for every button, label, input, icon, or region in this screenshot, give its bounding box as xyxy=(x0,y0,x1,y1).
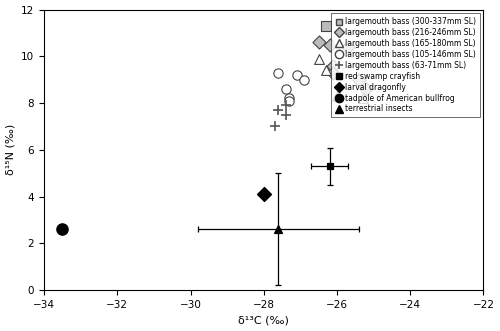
Point xyxy=(282,86,290,92)
Point xyxy=(314,40,322,45)
Point xyxy=(322,68,330,73)
Point xyxy=(282,112,290,118)
Point xyxy=(292,72,300,78)
Point xyxy=(58,227,66,232)
Point xyxy=(344,44,352,50)
Point xyxy=(314,56,322,61)
Point xyxy=(260,192,268,197)
Point xyxy=(270,124,278,129)
Point xyxy=(274,108,282,113)
Y-axis label: δ¹⁵N (‰): δ¹⁵N (‰) xyxy=(6,124,16,175)
Point xyxy=(333,93,341,99)
Point xyxy=(326,42,334,47)
Point xyxy=(286,96,294,101)
Legend: largemouth bass (300-337mm SL), largemouth bass (216-246mm SL), largemouth bass : largemouth bass (300-337mm SL), largemou… xyxy=(331,13,480,117)
Point xyxy=(282,103,290,108)
Point xyxy=(274,70,282,75)
Point xyxy=(355,77,363,82)
Point xyxy=(322,23,330,28)
Point xyxy=(358,96,366,101)
X-axis label: δ¹³C (‰): δ¹³C (‰) xyxy=(238,315,289,325)
Point xyxy=(300,77,308,82)
Point xyxy=(362,86,370,92)
Point xyxy=(286,98,294,103)
Point xyxy=(330,70,338,75)
Point xyxy=(330,63,338,68)
